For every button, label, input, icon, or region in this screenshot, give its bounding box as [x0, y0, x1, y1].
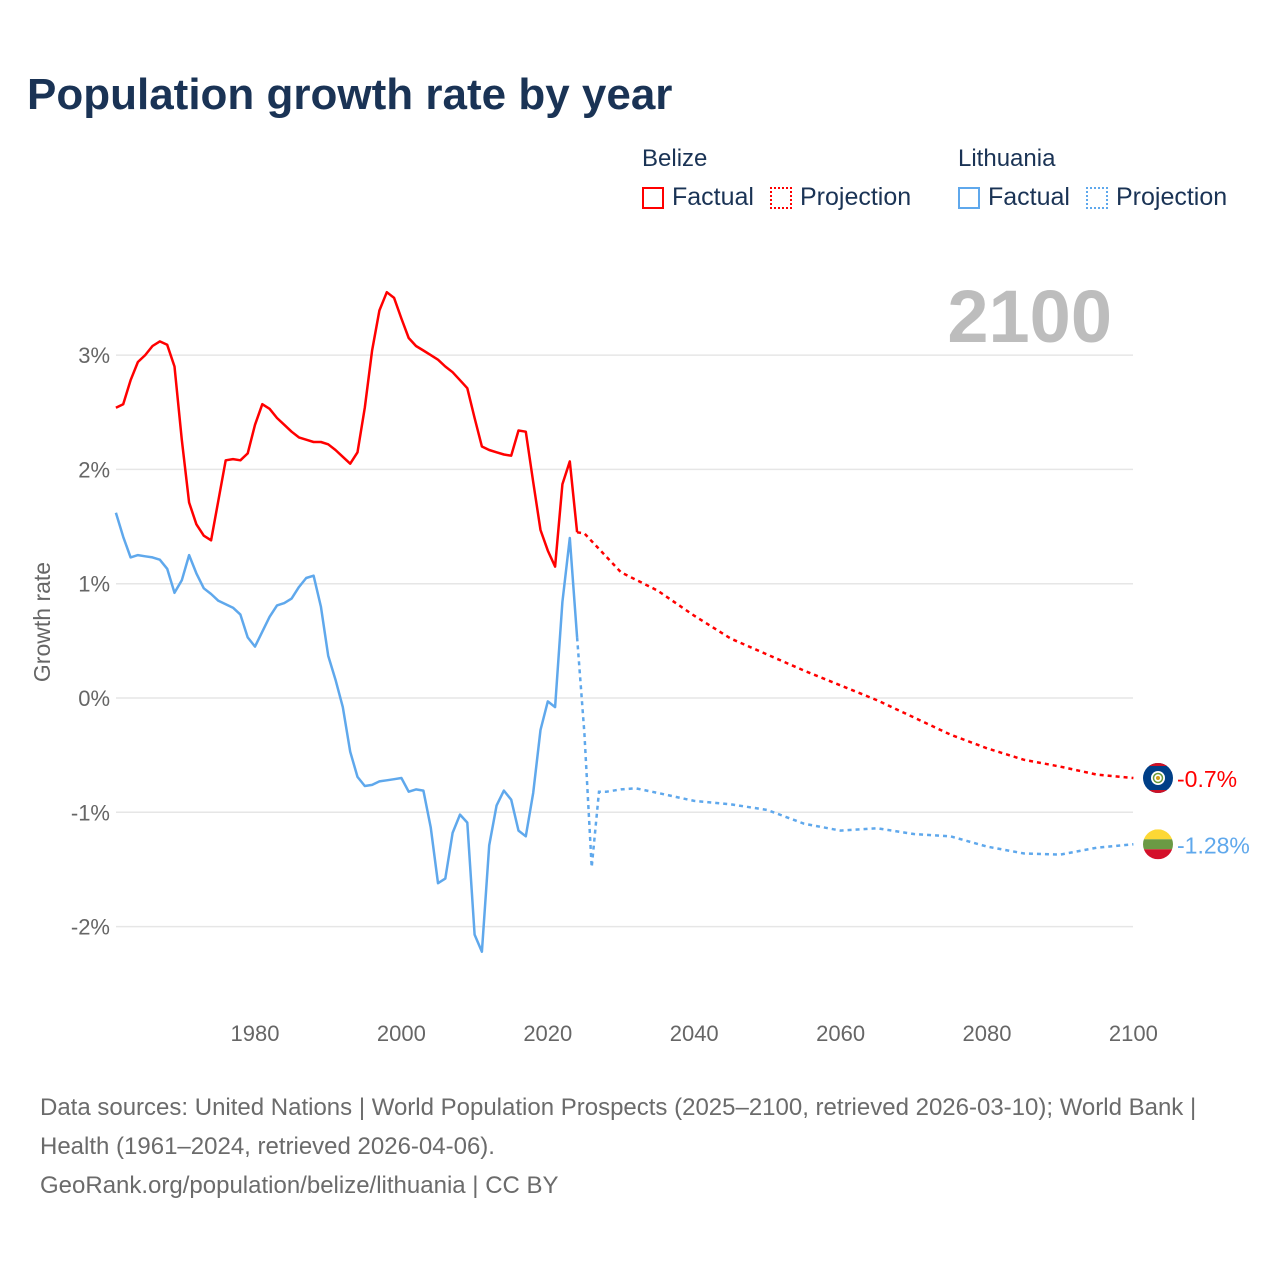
x-tick-label: 2080 — [963, 1021, 1012, 1046]
legend-belize-factual[interactable]: Factual — [642, 183, 754, 212]
y-tick-label: 3% — [78, 343, 110, 368]
legend-label: Projection — [799, 183, 912, 211]
lithuania-factual-line — [114, 512, 579, 953]
legend-country-label: Belize — [642, 145, 708, 172]
legend-lithuania-factual[interactable]: Factual — [958, 183, 1070, 212]
flag-stripe-yellow — [1143, 829, 1173, 840]
solid-swatch-icon — [958, 186, 980, 209]
flag-stripe — [1143, 790, 1173, 794]
legend-label: Projection — [1115, 183, 1228, 211]
lithuania-end-value-label: -1.28% — [1177, 832, 1250, 858]
credit-link[interactable]: GeoRank.org/population/belize/lithuania … — [40, 1172, 559, 1199]
data-sources: Data sources: United Nations | World Pop… — [40, 1094, 1197, 1160]
flag-stripe-green — [1143, 839, 1173, 850]
y-tick-label: -2% — [71, 915, 110, 940]
x-tick-label: 2100 — [1109, 1021, 1158, 1046]
y-axis-label: Growth rate — [29, 562, 55, 682]
legend-lithuania-projection[interactable]: Projection — [1085, 183, 1228, 212]
legend-lithuania: Lithuania Factual Projection — [958, 145, 1243, 212]
legend-country-label: Lithuania — [958, 145, 1056, 172]
flag-emblem-center — [1156, 776, 1160, 781]
lithuania-flag-icon — [1143, 829, 1173, 860]
x-tick-label: 2000 — [377, 1021, 426, 1046]
x-tick-label: 2060 — [816, 1021, 865, 1046]
legend-belize-projection[interactable]: Projection — [769, 183, 912, 212]
flag-emblem-ring — [1152, 772, 1164, 784]
belize-flag-icon — [1143, 763, 1173, 794]
chart-title: Population growth rate by year — [27, 70, 673, 119]
legend-belize: Belize Factual Projection — [642, 145, 927, 212]
year-watermark: 2100 — [947, 275, 1112, 358]
belize-factual-line — [115, 290, 579, 568]
dotted-swatch-icon — [1085, 186, 1108, 209]
x-tick-label: 2020 — [523, 1021, 572, 1046]
y-tick-label: 2% — [78, 457, 110, 482]
solid-swatch-icon — [642, 186, 664, 209]
footer: Data sources: United Nations | World Pop… — [40, 1088, 1240, 1205]
x-tick-label: 1980 — [231, 1021, 280, 1046]
legend-label: Factual — [988, 183, 1070, 211]
flag-stripe-red — [1143, 849, 1173, 860]
flag-stripe — [1143, 763, 1173, 767]
y-tick-label: 1% — [78, 572, 110, 597]
x-tick-label: 2040 — [670, 1021, 719, 1046]
legend-label: Factual — [672, 183, 754, 211]
dotted-swatch-icon — [769, 186, 792, 209]
belize-projection-line — [576, 531, 1134, 780]
flag — [1143, 829, 1173, 860]
belize-end-value-label: -0.7% — [1177, 766, 1237, 792]
y-tick-label: -1% — [71, 800, 110, 825]
flag — [1143, 763, 1173, 794]
y-tick-label: 0% — [78, 686, 110, 711]
lithuania-projection-line — [575, 637, 1134, 868]
